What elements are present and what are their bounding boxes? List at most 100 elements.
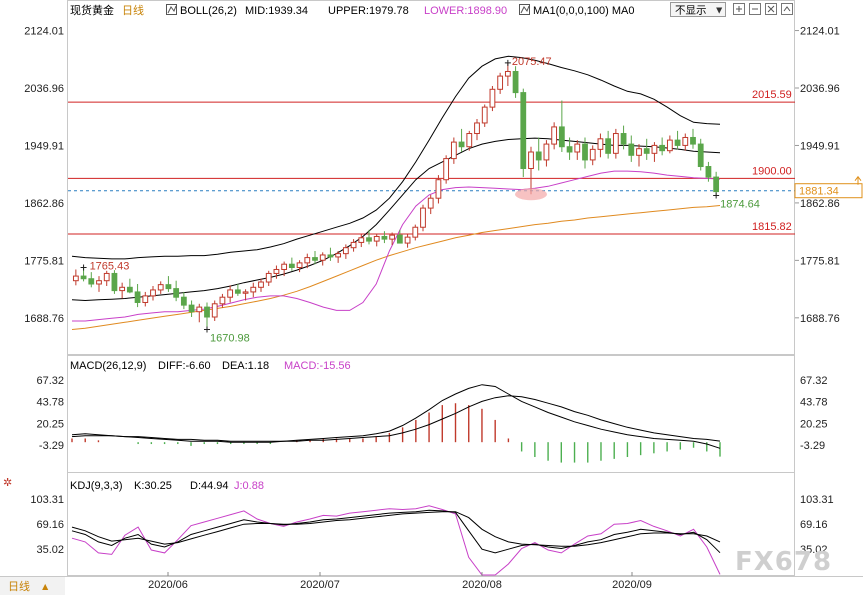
candle-body [497,75,504,90]
current-price-label: 1881.34 [799,186,839,198]
period-label[interactable]: 日线 [122,3,144,17]
kdj-tick-left: 103.31 [30,494,64,506]
candle-body [173,288,180,298]
candle-body [234,289,241,294]
kdj-tick-right: 103.31 [800,494,834,506]
period-tab[interactable]: 日线 [8,579,30,593]
candle-body [620,133,627,145]
x-tick-label: 2020/09 [612,579,652,591]
candle-body [335,253,342,258]
candle-body [157,284,164,291]
x-tick-label: 2020/06 [148,579,188,591]
candle-body [219,296,226,305]
candle-body [304,257,311,264]
candle-body [250,286,257,293]
ma-toggle-icon[interactable] [519,4,530,15]
macd-tick-left: 20.25 [36,418,64,430]
period-tab-bg [0,577,65,595]
candle-body [520,92,527,169]
macd-hist-value: MACD:-15.56 [284,360,351,372]
candle-body [288,263,295,269]
price-axis: 2124.01 2124.01 2036.96 2036.96 1949.91 1949.… [24,26,840,325]
x-tick-label: 2020/07 [300,579,340,591]
macd-diff-line [71,384,721,449]
price-panel-frame [67,0,795,355]
kdj-axis: 103.31 103.31 69.16 69.16 35.02 35.02 [30,494,833,556]
candle-body [643,148,650,154]
price-tick-right: 1775.81 [800,255,840,267]
instrument-name: 现货黄金 [70,3,114,17]
candle-body [111,272,118,292]
kdj-layer [71,505,721,576]
kdj-j-line [71,505,721,576]
price-tick-right: 2124.01 [800,26,840,38]
macd-tick-right: 67.32 [800,375,828,387]
gear-icon[interactable]: ✲ [3,477,12,489]
candle-body [489,88,496,108]
kdj-label: KDJ(9,3,3) [70,480,123,492]
candle-body [389,234,396,240]
chevron-up-icon [783,6,791,12]
macd-label: MACD(26,12,9) [70,360,146,372]
candle-body [528,151,534,169]
candle-body [72,275,79,282]
candle-body [659,144,666,152]
high-annotation: 2075.47 [512,56,552,68]
price-annotations: 2075.47 1670.98 1765.43 1874.64 [80,56,760,345]
kdj-d-value: D:44.94 [190,480,229,492]
low-annotation: 1670.98 [210,333,250,345]
macd-layer [71,384,721,463]
candle-body [119,286,126,292]
ma-indicator-icon [520,5,530,14]
kdj-j-value: J:0.88 [234,480,264,492]
candle-body [165,284,172,290]
candle-body [605,138,612,154]
candle-body [88,278,95,285]
price-tick-left: 1949.91 [24,140,64,152]
boll-mid-value: MID:1939.34 [245,5,308,17]
macd-tick-right: -3.29 [800,440,825,452]
kdj-d-line [71,511,721,547]
price-header: 现货黄金 日线 BOLL(26,2) MID:1939.34 UPPER:197… [70,3,635,17]
candle-body [558,126,565,148]
candle-body [651,144,658,154]
candle-body [188,304,195,313]
boll-label: BOLL(26,2) [180,5,237,17]
macd-tick-right: 20.25 [800,418,828,430]
candle-body [134,291,141,303]
candle-body [597,138,604,150]
collapse-icon[interactable] [781,3,793,15]
candle-body [474,122,480,135]
candle-body [697,143,704,168]
candle-body [427,197,434,209]
candle-body [96,280,102,285]
candle-body [204,306,210,318]
boll-toggle-icon[interactable] [166,4,177,15]
close-icon [767,5,775,13]
candle-body [319,254,326,261]
price-tick-right: 1949.91 [800,140,840,152]
candle-body [126,286,133,293]
candle-body [466,133,473,148]
candle-body [504,70,511,77]
candle-body [342,247,349,255]
x-axis: 2020/06 2020/07 2020/08 2020/09 [148,572,652,591]
candle-body [713,176,720,193]
candle-body [350,241,357,249]
candle-body [705,166,712,178]
candle-body [682,136,689,146]
display-dropdown[interactable] [670,2,726,17]
candle-body [512,70,519,94]
candle-body [582,143,588,161]
ma100-line [71,205,721,330]
period-tab-arrow-icon[interactable]: ▲ [40,581,50,593]
price-tick-left: 1688.76 [24,313,64,325]
current-price-box [794,183,863,199]
price-indicator-lines [71,55,721,330]
candle-body [381,235,388,240]
candle-body [458,141,465,148]
level-label: 1815.82 [752,221,792,233]
candlesticks [72,62,720,330]
boll-lower-line [72,170,721,322]
